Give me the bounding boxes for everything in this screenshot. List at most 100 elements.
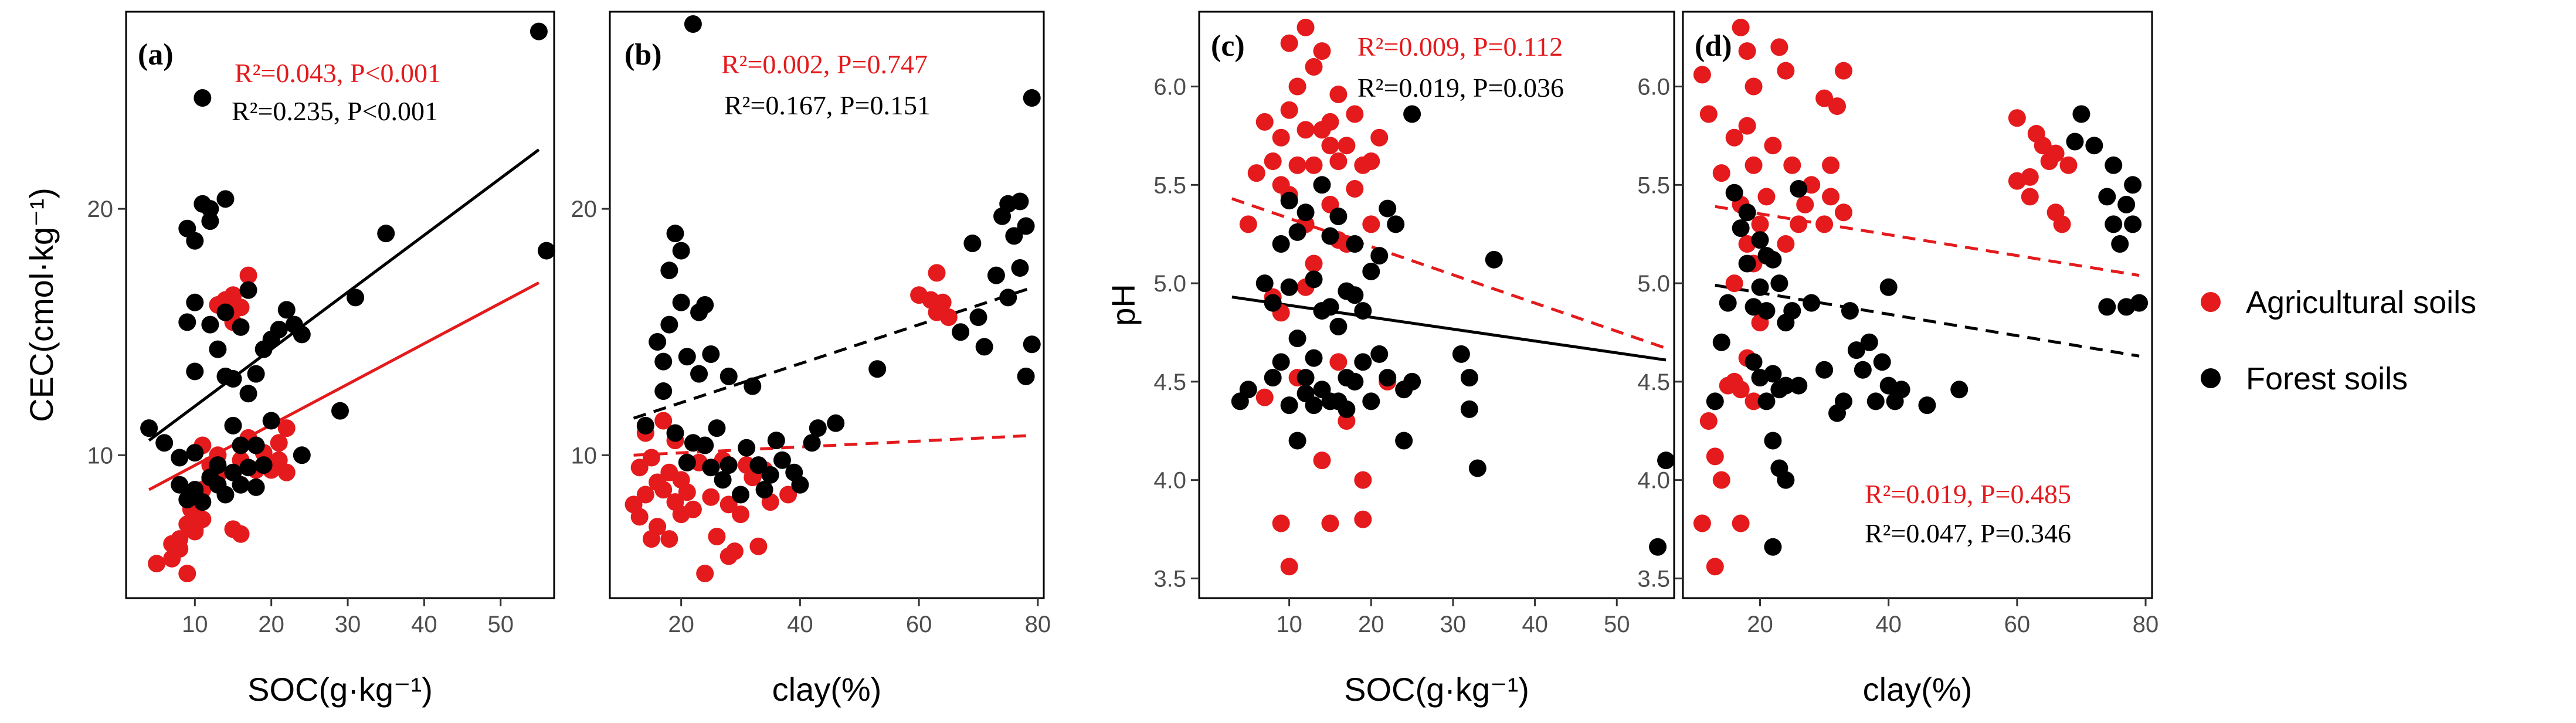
point-agricultural [1828,97,1847,116]
point-forest [247,478,265,496]
point-forest [1783,302,1801,320]
point-agricultural [928,264,946,282]
x-tick-label: 40 [787,612,813,637]
point-forest [755,481,773,499]
point-forest [672,242,690,260]
point-forest [530,22,548,40]
point-forest [1777,376,1795,395]
point-agricultural [232,525,250,543]
point-forest [201,212,219,230]
point-forest [1803,294,1821,312]
point-agricultural [270,434,288,452]
point-forest [194,89,212,107]
y-tick-label: 5.5 [1153,172,1186,198]
point-forest [1329,317,1348,335]
legend-dot-agricultural [2201,292,2221,312]
point-forest [186,232,204,250]
point-agricultural [239,266,257,284]
point-forest [708,419,726,437]
points-d [1693,18,2149,576]
point-forest [293,446,311,464]
point-forest [247,436,265,454]
panel-label-b: (b) [625,38,662,72]
point-forest [1346,286,1364,304]
point-forest [1738,203,1756,222]
fit-line-forest [148,148,540,442]
point-forest [232,476,250,494]
point-forest [791,476,809,494]
y-tick-label: 6.0 [1637,74,1670,100]
stat-agricultural-a: R²=0.043, P<0.001 [235,58,441,88]
point-forest [216,190,235,208]
point-forest [1239,381,1257,399]
point-forest [331,402,349,420]
point-agricultural [1745,156,1763,174]
point-agricultural [749,537,768,555]
point-forest [1452,345,1470,363]
point-forest [1770,274,1788,293]
x-tick-label: 60 [2004,612,2031,637]
point-forest [1346,235,1364,253]
y-tick-label: 5.0 [1637,271,1670,297]
point-agricultural [1255,388,1274,406]
point-forest [696,296,714,314]
point-forest [1460,369,1478,387]
point-forest [1460,400,1478,418]
point-forest [761,466,779,484]
point-forest [1649,538,1667,556]
legend: Agricultural soils Forest soils [2201,285,2476,396]
point-forest [1379,369,1397,387]
point-agricultural [1712,471,1730,489]
point-agricultural [1329,353,1348,371]
y-tick-label: 4.5 [1637,369,1670,395]
point-forest [660,262,678,280]
point-forest [987,266,1005,284]
point-agricultural [939,308,958,327]
point-agricultural [649,518,667,536]
point-forest [1305,349,1323,367]
point-forest [702,345,720,364]
point-agricultural [1329,85,1348,103]
point-forest [702,459,720,477]
point-forest [1834,392,1852,410]
point-forest [1288,223,1306,241]
point-forest [201,315,219,334]
point-agricultural [1693,514,1711,532]
point-agricultural [1815,89,1834,107]
fit-lines-c [1231,197,1667,362]
point-agricultural [232,298,250,317]
y-tick-label: 4.0 [1637,468,1670,494]
point-forest [2111,235,2129,253]
fit-line-agricultural [1231,197,1667,350]
stat-forest-c: R²=0.019, P=0.036 [1357,73,1564,103]
point-forest [1272,235,1290,253]
point-agricultural [1280,34,1298,52]
point-forest [178,313,196,331]
point-agricultural [1264,152,1282,171]
point-forest [270,321,288,339]
point-forest [963,234,982,252]
point-forest [171,449,189,467]
point-agricultural [1815,215,1834,233]
y-tick-label: 20 [571,196,598,222]
stat-forest-a: R²=0.235, P<0.001 [232,96,438,126]
x-axis-title-b: clay(%) [772,671,882,708]
point-forest [2098,188,2116,206]
point-forest [1370,247,1389,265]
point-agricultural [1305,57,1323,76]
point-agricultural [1770,38,1788,56]
x-tick-label: 50 [1604,612,1630,637]
point-forest [1918,396,1936,415]
legend-label-agricultural: Agricultural soils [2246,285,2476,320]
point-agricultural [630,459,649,477]
point-forest [186,444,204,462]
x-tick-label: 50 [488,612,514,637]
point-agricultural [1796,195,1814,213]
point-forest [2098,298,2116,316]
point-agricultural [1732,514,1750,532]
point-agricultural [2021,188,2039,206]
y-axis-title-c: pH [1105,284,1142,326]
point-forest [732,486,750,504]
point-forest [1370,345,1389,363]
point-forest [1657,452,1675,470]
